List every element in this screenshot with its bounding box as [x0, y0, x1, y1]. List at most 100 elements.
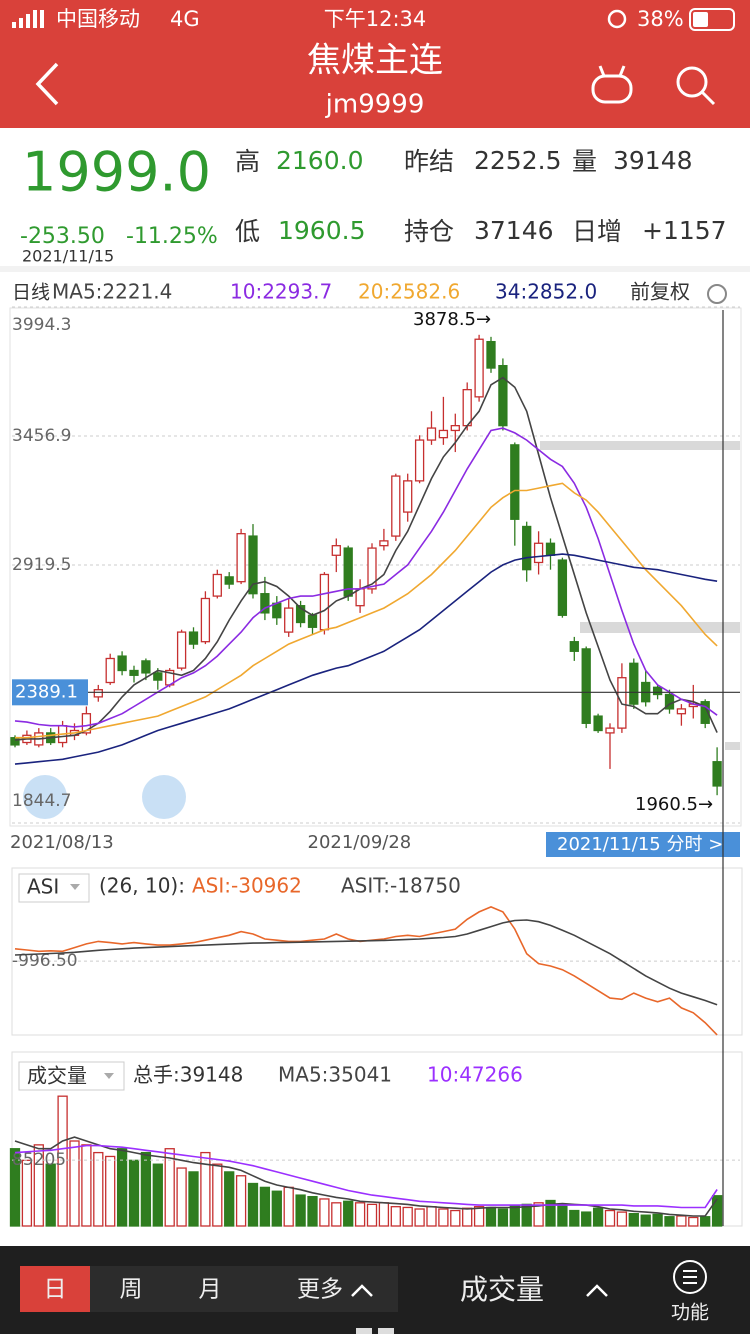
- volume-bar: [390, 1206, 401, 1227]
- volume-bar: [93, 1151, 104, 1227]
- title: 焦煤主连: [307, 41, 443, 81]
- scroll-dot: [356, 1328, 372, 1334]
- volume-bar: [57, 1095, 68, 1227]
- candle-body: [474, 338, 484, 398]
- clock: 下午12:34: [324, 7, 427, 31]
- y-tick-label: 3456.9: [12, 426, 71, 446]
- candle-body: [129, 669, 139, 676]
- candle-body: [676, 708, 687, 715]
- indicator-chevron[interactable]: [586, 1284, 608, 1297]
- volume-bar: [212, 1163, 223, 1227]
- time-share-button[interactable]: [546, 832, 740, 857]
- more-chevron[interactable]: [351, 1284, 373, 1297]
- legend-entry: MA5:35041: [278, 1063, 392, 1087]
- quote-date: 2021/11/15: [22, 247, 114, 266]
- search-button[interactable]: [676, 66, 716, 106]
- period-tab[interactable]: 周: [120, 1277, 143, 1303]
- volume-bar: [81, 1144, 92, 1227]
- volume-bar: [509, 1205, 520, 1227]
- volume-bar: [331, 1202, 342, 1227]
- scroll-dot: [378, 1328, 394, 1334]
- change-pct: -11.25%: [126, 224, 218, 249]
- candle-body: [105, 657, 115, 684]
- annotation: 1960.5→: [635, 794, 713, 815]
- robot-button[interactable]: [591, 65, 633, 104]
- candle-body: [581, 648, 591, 724]
- candle-body: [93, 689, 103, 698]
- ma-line: [14, 1144, 718, 1209]
- low: 1960.5: [278, 216, 365, 245]
- period-tab[interactable]: 更多: [297, 1277, 343, 1303]
- y-tick-label: -996.50: [12, 951, 78, 971]
- prev-settle: 2252.5: [474, 146, 561, 175]
- volume-bar: [688, 1216, 699, 1227]
- volume-bar: [616, 1211, 628, 1227]
- period-tab[interactable]: 月: [199, 1277, 222, 1303]
- volume-bar: [592, 1207, 604, 1227]
- label: 高: [235, 147, 260, 176]
- y-tick-label: 2919.5: [12, 555, 71, 575]
- candle-body: [117, 655, 127, 672]
- cursor-date: 2021/11/15 分时 >: [557, 834, 723, 855]
- indicator-params: (26, 10):: [99, 874, 185, 898]
- subtitle: jm9999: [325, 90, 425, 120]
- volume-bar: [473, 1206, 485, 1227]
- volume-bar: [176, 1167, 187, 1227]
- open-interest: 37146: [474, 216, 554, 245]
- volume-bar: [140, 1151, 152, 1227]
- candle-body: [331, 545, 341, 556]
- volume-bar: [450, 1209, 461, 1227]
- battery-icon: [689, 8, 735, 31]
- candle-body: [510, 444, 520, 520]
- label: 日增: [572, 217, 622, 246]
- settings-icon[interactable]: [707, 284, 727, 304]
- expand-button[interactable]: [142, 775, 186, 819]
- candle-body: [533, 542, 544, 564]
- volume-bar: [711, 1195, 723, 1227]
- zone: [580, 622, 740, 633]
- volume-bar: [497, 1208, 509, 1227]
- volume-bar: [224, 1171, 235, 1227]
- ma-line: [14, 427, 718, 728]
- candle-body: [545, 542, 556, 556]
- collapse-button[interactable]: [23, 775, 67, 819]
- dropdown-arrow: [104, 1073, 114, 1079]
- volume-bar: [188, 1171, 199, 1227]
- candle-body: [426, 427, 437, 441]
- candle-body: [629, 662, 639, 705]
- ma-line: [14, 376, 718, 741]
- volume-bar: [343, 1200, 354, 1227]
- candle-body: [307, 614, 318, 628]
- volume-bar: [45, 1163, 56, 1227]
- candle-body: [557, 559, 568, 616]
- period-label: 日线: [12, 282, 50, 304]
- x-tick-label: 2021/08/13: [10, 832, 114, 853]
- volume-bar: [354, 1202, 366, 1227]
- indicator-button[interactable]: 成交量: [460, 1273, 544, 1306]
- volume-bar: [271, 1190, 282, 1227]
- indicator-dropdown[interactable]: [18, 873, 90, 903]
- back-button[interactable]: [35, 62, 59, 106]
- volume-bar: [414, 1208, 425, 1227]
- function-icon[interactable]: [673, 1260, 707, 1294]
- candle-body: [188, 631, 199, 645]
- volume-bar: [105, 1155, 116, 1227]
- ma-line: [14, 919, 718, 1006]
- total-volume: 总手:39148: [133, 1063, 243, 1087]
- candle-body: [712, 761, 722, 787]
- candle-body: [224, 576, 234, 585]
- volume-bar: [378, 1202, 390, 1227]
- volume-bar: [283, 1186, 294, 1227]
- legend-entry: 10:2293.7: [230, 280, 332, 304]
- separator: [0, 266, 750, 272]
- candle-body: [284, 607, 294, 633]
- volume-bar: [676, 1215, 687, 1227]
- legend-entry: 20:2582.6: [358, 280, 460, 304]
- candle-body: [486, 340, 496, 369]
- legend-entry: MA5:2221.4: [52, 280, 172, 304]
- candle-body: [176, 631, 187, 669]
- y-tick-label: 3994.3: [12, 315, 71, 335]
- period-tab[interactable]: 日: [44, 1277, 67, 1303]
